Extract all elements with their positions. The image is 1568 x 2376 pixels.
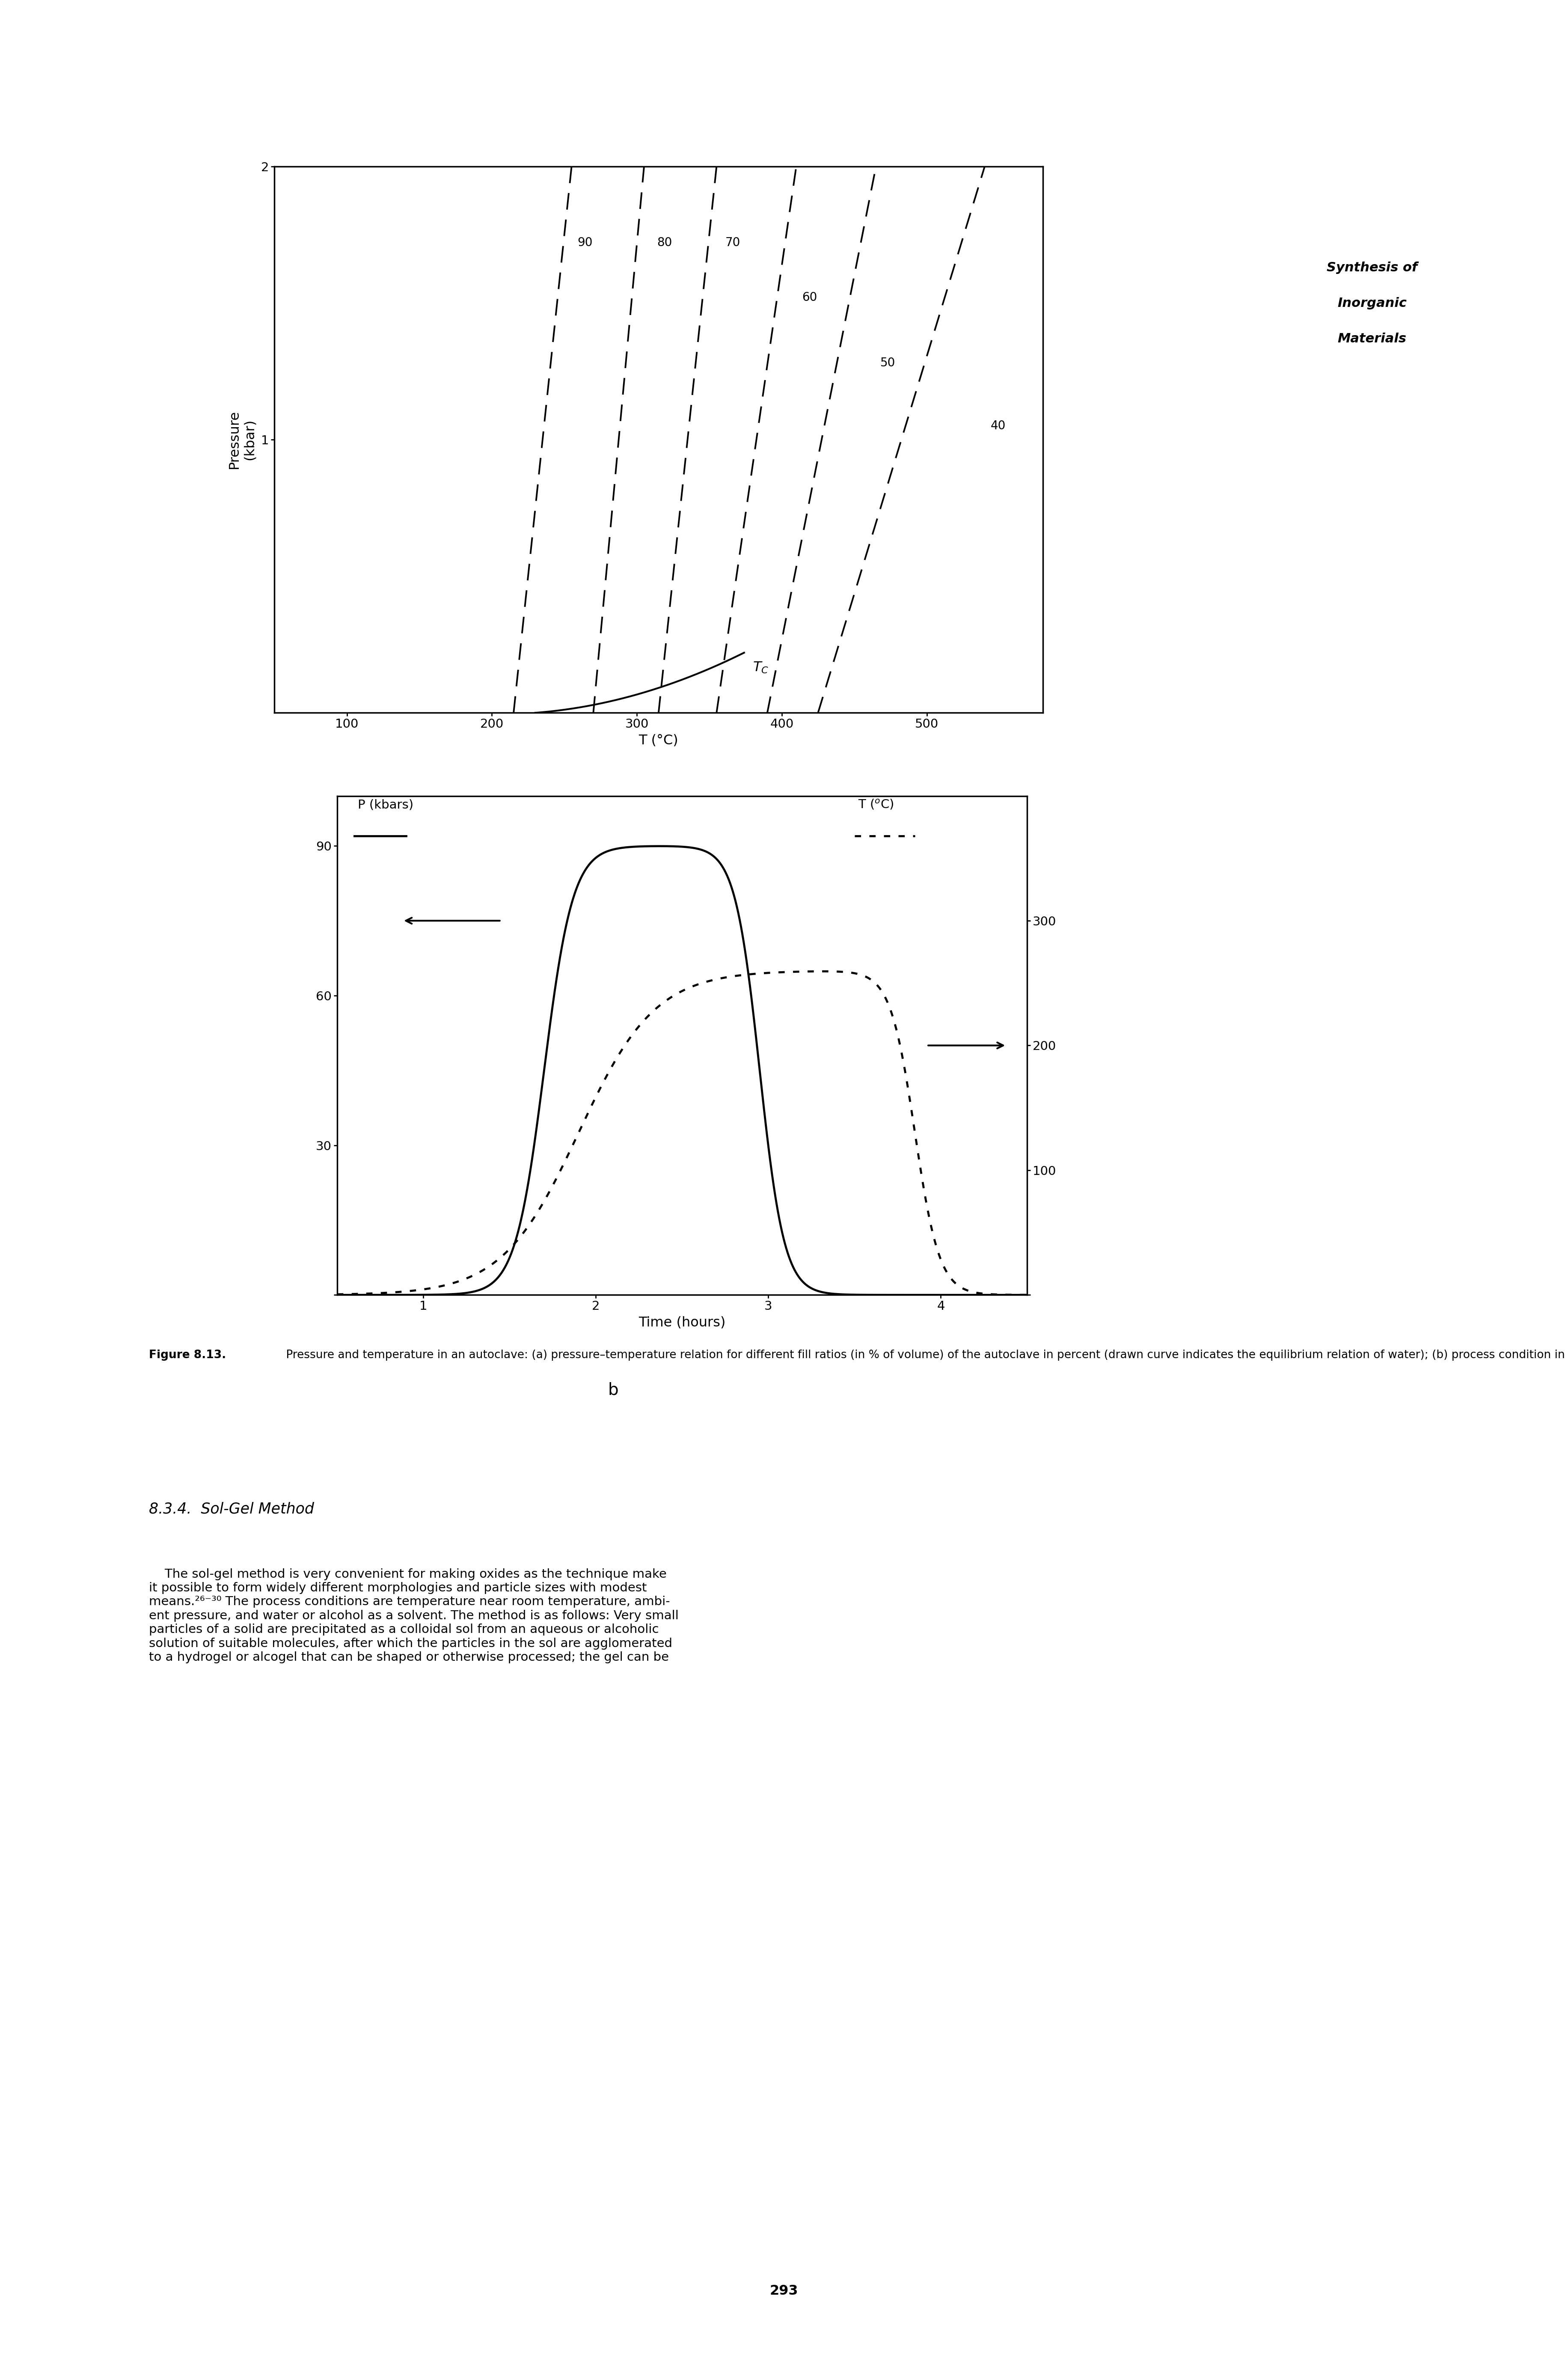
X-axis label: Time (hours): Time (hours) xyxy=(638,1316,726,1331)
Text: 293: 293 xyxy=(770,2283,798,2298)
Text: Synthesis of: Synthesis of xyxy=(1327,261,1417,273)
Text: b: b xyxy=(608,1383,618,1397)
Text: Materials: Materials xyxy=(1338,333,1406,345)
Text: P (kbars): P (kbars) xyxy=(358,798,414,810)
Text: 80: 80 xyxy=(657,238,673,249)
Text: T ($^o$C): T ($^o$C) xyxy=(858,798,894,810)
X-axis label: T (°C): T (°C) xyxy=(638,734,679,748)
Text: 50: 50 xyxy=(880,356,895,368)
Text: The sol-gel method is very convenient for making oxides as the technique make
it: The sol-gel method is very convenient fo… xyxy=(149,1568,679,1663)
Text: $T_C$: $T_C$ xyxy=(753,661,768,675)
Text: a: a xyxy=(577,810,586,824)
Text: 40: 40 xyxy=(991,421,1005,432)
Text: Figure 8.13.: Figure 8.13. xyxy=(149,1350,226,1361)
Text: 70: 70 xyxy=(726,238,740,249)
Text: 90: 90 xyxy=(577,238,593,249)
Text: 8.3.4.  Sol-Gel Method: 8.3.4. Sol-Gel Method xyxy=(149,1502,314,1516)
Text: Pressure and temperature in an autoclave: (a) pressure–temperature relation for : Pressure and temperature in an autoclave… xyxy=(282,1350,1568,1361)
Y-axis label: Pressure
(kbar): Pressure (kbar) xyxy=(227,411,256,468)
Text: 60: 60 xyxy=(803,292,817,304)
Text: Inorganic: Inorganic xyxy=(1338,297,1406,309)
